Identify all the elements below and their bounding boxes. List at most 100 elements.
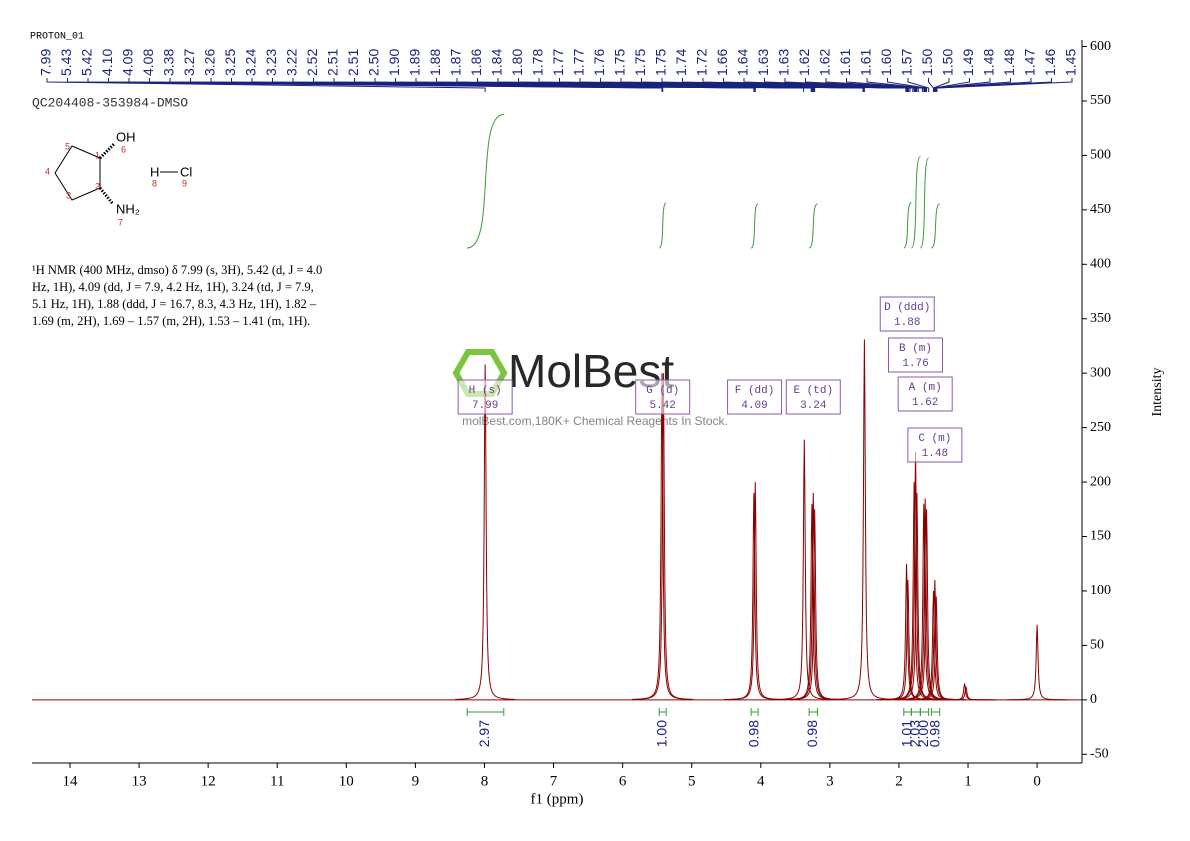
peak-leader [928,78,934,92]
locant: 7 [118,217,123,227]
integral-curve [903,202,912,249]
peak-label: 1.62 [817,49,833,76]
multiplet-shift: 1.62 [912,397,938,409]
peak-leader [87,78,664,92]
integral-bracket [466,708,505,716]
peak-label: 1.87 [448,49,464,76]
peak-leader [935,78,1032,92]
peak-label: 1.72 [694,49,710,76]
integral-bracket [903,708,912,716]
peak-label: 3.26 [202,49,218,76]
locant: 5 [65,141,70,151]
x-tick-label: 2 [895,773,903,789]
atom: NH₂ [116,201,140,216]
oh-bond [98,142,116,160]
nh-bond [98,187,115,205]
multiplet-shift: 4.09 [741,400,767,412]
peak-label: 3.27 [181,49,197,76]
locant: 9 [182,178,187,188]
peak-label: 1.62 [796,49,812,76]
peak-label: 3.38 [161,49,177,76]
peak-label: 1.60 [878,49,894,76]
peak-label: 1.75 [612,49,628,76]
multiplet-box [897,376,953,412]
peak-label: 1.89 [407,49,423,76]
x-tick-label: 5 [688,773,696,789]
peak-label: 1.50 [919,49,935,76]
x-axis-label: f1 (ppm) [531,791,584,807]
x-tick-label: 4 [757,773,765,789]
x-tick-label: 1 [964,773,972,789]
atom: Cl [180,164,192,179]
locant: 3 [66,190,71,200]
peak-label: 1.57 [899,49,915,76]
integral-curve [808,203,818,249]
peak-leader [887,78,928,92]
integral-label: 2.03 [907,720,923,747]
peak-label: 3.22 [284,49,300,76]
integral-curve [750,203,759,249]
peak [633,373,694,700]
multiplet-name: H (s) [469,385,502,397]
peak-label: 3.25 [222,49,238,76]
structure [54,142,178,205]
multiplet-box [727,379,783,415]
ring-bonds [54,145,101,201]
chart-title: PROTON_01 [30,32,84,43]
multiplet-shift: 3.24 [800,400,827,412]
integral-curve [910,156,921,249]
chart-subtitle: QC204408-353984-DMSO [32,95,188,110]
peak-label: 1.48 [1001,49,1017,76]
x-tick-label: 12 [201,773,216,789]
peak-label: 1.49 [960,49,976,76]
peak-label: 1.74 [673,49,689,76]
integral-bracket [808,708,818,716]
x-tick-label: 3 [826,773,834,789]
peak [774,439,835,700]
integral-bracket [750,708,759,716]
multiplet-shift: 1.48 [922,448,948,460]
integral-label: 0.98 [926,720,942,747]
peak-leader [934,78,1011,92]
integral-bracket [930,708,941,716]
integral-curve [467,113,504,249]
locant: 4 [45,166,50,176]
x-tick-label: 13 [132,773,147,789]
x-tick-label: 9 [412,773,420,789]
peak-label: 5.42 [79,49,95,76]
integral-bracket [919,708,930,716]
integral-label: 2.97 [476,720,492,747]
peak [1007,624,1068,701]
peak-label: 1.80 [509,49,525,76]
peak-label: 1.48 [981,49,997,76]
y-axis-label: Intensity [1150,368,1165,417]
y-tick-label: 200 [1090,474,1111,489]
locant: 6 [121,144,126,154]
peak-label: 1.45 [1063,49,1079,76]
x-tick-label: 8 [481,773,489,789]
peak-label: 2.50 [366,49,382,76]
integral-label: 0.98 [804,720,820,747]
peak-label: 2.51 [325,49,341,76]
locants: 1 2 3 4 5 6 7 8 9 [45,141,187,227]
peak-label: 1.47 [1022,49,1038,76]
integral-bracket [658,708,667,716]
peak-label: 1.77 [571,49,587,76]
peak-label: 1.86 [468,49,484,76]
peak-label: 1.76 [591,49,607,76]
peak-label: 1.61 [837,49,853,76]
peak-label: 2.51 [345,49,361,76]
y-tick-label: 50 [1090,638,1104,653]
x-tick-label: 10 [339,773,354,789]
peak-leader [932,78,950,92]
peak [935,686,996,701]
peak-label: 1.78 [530,49,546,76]
peak-label: 1.66 [714,49,730,76]
peak-label: 1.88 [427,49,443,76]
peak [455,364,516,700]
watermark-caption: molBest.com,180K+ Chemical Reagents In S… [462,414,728,428]
y-tick-label: 0 [1090,692,1097,707]
peak-label: 4.08 [140,49,156,76]
